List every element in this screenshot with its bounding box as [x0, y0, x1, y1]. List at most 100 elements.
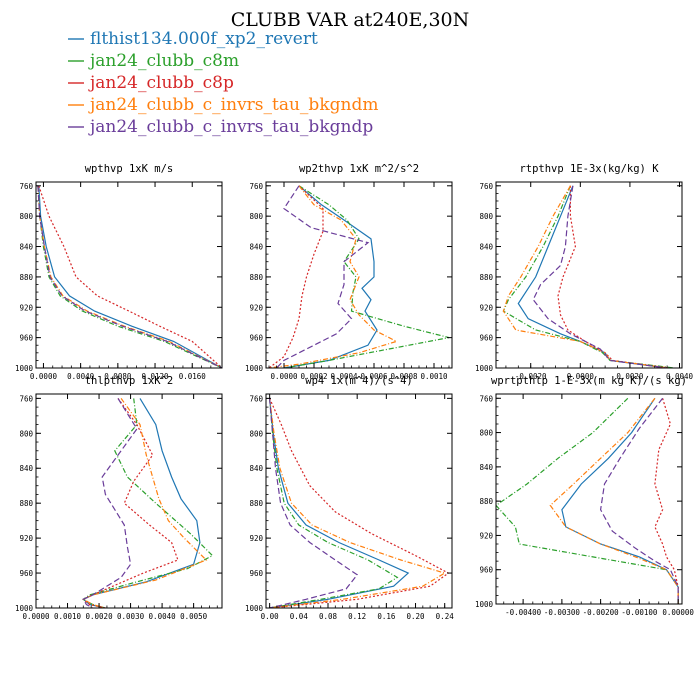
x-tick-label: 0.0020	[616, 372, 644, 381]
y-tick-label: 1000	[475, 364, 494, 373]
series-line	[269, 398, 399, 608]
series-line	[654, 398, 679, 604]
series-line	[269, 398, 359, 608]
plot-frame	[495, 393, 683, 605]
series-line	[268, 185, 399, 368]
y-tick-label: 1000	[245, 604, 264, 613]
x-tick-label: 0.0002	[300, 372, 327, 381]
legend-label: jan24_clubb_c8p	[88, 73, 234, 93]
legend-entry: jan24_clubb_c_invrs_tau_bkgndp	[68, 117, 373, 137]
series-line	[38, 185, 222, 368]
series-line	[557, 185, 668, 368]
panel-title: thlpthvp 1xK^2	[85, 375, 174, 387]
y-tick-label: 880	[479, 273, 493, 282]
series-group	[81, 398, 214, 608]
y-tick-label: 960	[479, 334, 493, 343]
legend-entry: jan24_clubb_c8p	[68, 73, 234, 93]
series-line	[269, 398, 410, 608]
series-group	[502, 185, 675, 368]
x-tick-label: -0.00100	[621, 608, 658, 617]
chart-panel-1: wpthvp 1xK m/s76080084088092096010000.00…	[15, 163, 223, 381]
series-line	[532, 185, 668, 368]
x-tick-label: 0.0160	[179, 372, 207, 381]
x-tick-label: 0.0004	[330, 372, 358, 381]
x-tick-label: 0.20	[406, 612, 425, 621]
x-tick-label: 0.0006	[360, 372, 388, 381]
y-tick-label: 760	[19, 182, 33, 191]
chart-panels: wpthvp 1xK m/s76080084088092096010000.00…	[15, 163, 694, 621]
series-line	[561, 397, 679, 604]
chart-panel-5: wp4 1x(m^4)/(s^4) 760 800 840 880 920 960 1000 0…	[245, 375, 454, 621]
series-line	[276, 185, 370, 368]
series-group	[496, 397, 679, 604]
y-tick-label: 760	[19, 394, 33, 403]
y-tick-label: 800	[19, 429, 33, 438]
series-line	[496, 397, 679, 604]
y-tick-label: 960	[19, 334, 33, 343]
y-tick-label: 840	[479, 463, 493, 472]
y-tick-label: 800	[479, 429, 493, 438]
y-tick-label: 840	[249, 464, 263, 473]
series-group	[268, 185, 450, 368]
x-tick-label: -0.0020	[515, 372, 547, 381]
series-line	[268, 185, 324, 368]
x-tick-label: 0.0040	[149, 612, 177, 621]
y-tick-label: 800	[249, 429, 263, 438]
plot-frame	[35, 393, 223, 609]
x-tick-label: -0.00400	[505, 608, 542, 617]
series-group	[37, 185, 222, 368]
x-tick-label: 0.0020	[86, 612, 114, 621]
y-tick-label: 960	[249, 334, 263, 343]
y-tick-label: 880	[249, 499, 263, 508]
y-tick-label: 1000	[245, 364, 264, 373]
x-tick-label: 0.0010	[420, 372, 448, 381]
y-tick-label: 960	[249, 569, 263, 578]
x-tick-label: 0.00000	[662, 608, 694, 617]
y-tick-label: 920	[479, 303, 493, 312]
plot-frame	[265, 393, 453, 609]
y-tick-label: 1000	[15, 604, 34, 613]
series-line	[37, 185, 222, 368]
x-tick-label: 0.16	[377, 612, 396, 621]
series-line	[81, 398, 208, 608]
x-tick-label: 0.0050	[180, 612, 208, 621]
x-tick-label: 0.0000	[567, 372, 595, 381]
series-line	[549, 397, 679, 604]
x-tick-label: 0.0080	[104, 372, 132, 381]
x-tick-label: -0.00200	[583, 608, 620, 617]
chart-panel-4: thlpthvp 1xK^276080084088092096010000.00…	[15, 375, 223, 621]
x-tick-label: 0.0000	[30, 372, 58, 381]
y-tick-label: 800	[479, 212, 493, 221]
figure-title: CLUBB VAR at240E,30N	[231, 9, 470, 31]
x-tick-label: 0.0030	[117, 612, 145, 621]
y-tick-label: 920	[479, 531, 493, 540]
y-tick-label: 920	[249, 303, 263, 312]
plot-frame	[495, 181, 683, 369]
series-line	[82, 398, 138, 608]
y-tick-label: 840	[479, 243, 493, 252]
legend-label: jan24_clubb_c_invrs_tau_bkgndp	[88, 117, 373, 137]
y-tick-label: 880	[19, 499, 33, 508]
y-tick-label: 880	[249, 273, 263, 282]
y-tick-label: 840	[249, 243, 263, 252]
x-tick-label: 0.0040	[666, 372, 694, 381]
x-tick-label: -0.00300	[544, 608, 581, 617]
x-tick-label: 0.0000	[270, 372, 298, 381]
panel-title: wp4 1x(m^4)/(s^4)	[305, 375, 412, 387]
y-tick-label: 880	[19, 273, 33, 282]
y-tick-label: 1000	[15, 364, 34, 373]
plot-frame	[265, 181, 453, 369]
y-tick-label: 800	[19, 212, 33, 221]
x-tick-label: 0.0120	[141, 372, 169, 381]
x-tick-label: 0.12	[348, 612, 366, 621]
series-line	[37, 185, 222, 368]
y-tick-label: 760	[479, 394, 493, 403]
y-tick-label: 760	[249, 394, 263, 403]
legend: flthist134.000f_xp2_revertjan24_clubb_c8…	[68, 29, 378, 137]
legend-label: jan24_clubb_c_invrs_tau_bkgndm	[88, 95, 378, 115]
chart-panel-6: wprtpthlp 1-E-3x(m kg K)/(s kg) 760 800 840…	[475, 375, 694, 617]
chart-panel-3: rtpthvp 1E-3x(kg/kg) K 760 800 840 880 920 960…	[475, 163, 694, 381]
y-tick-label: 920	[249, 534, 263, 543]
series-line	[38, 185, 222, 368]
series-line	[269, 398, 450, 608]
